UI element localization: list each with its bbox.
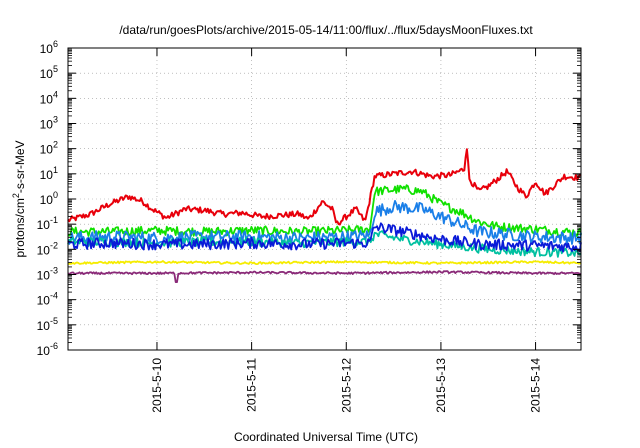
y-tick-label: 10-5 <box>37 316 58 333</box>
series-layer <box>67 148 582 284</box>
y-tick-label: 106 <box>40 39 58 56</box>
y-tick-label: 104 <box>40 89 58 106</box>
series-line <box>67 270 582 284</box>
y-tick-label: 105 <box>40 64 58 81</box>
x-tick-labels: 2015-5-10 2015-5-11 2015-5-12 2015-5-13 2015… <box>150 358 543 413</box>
x-tick-label: 2015-5-12 <box>339 358 353 413</box>
chart-title: /data/run/goesPlots/archive/2015-05-14/1… <box>119 23 533 37</box>
series-line <box>67 260 582 266</box>
series-line <box>67 199 582 245</box>
y-axis-label: protons/cm2-s-sr-MeV <box>11 140 27 257</box>
series-line <box>67 184 582 238</box>
ticks <box>68 47 581 351</box>
y-tick-label: 10-1 <box>37 215 58 232</box>
x-tick-label: 2015-5-14 <box>529 358 543 413</box>
series-line <box>67 222 582 253</box>
x-tick-label: 2015-5-13 <box>434 358 448 413</box>
series-line <box>67 148 582 226</box>
y-tick-label: 10-2 <box>37 240 58 257</box>
x-axis-label: Coordinated Universal Time (UTC) <box>234 430 418 444</box>
y-tick-label: 100 <box>40 190 58 207</box>
y-tick-label: 102 <box>40 140 58 157</box>
x-tick-label: 2015-5-10 <box>150 358 164 413</box>
x-tick-label: 2015-5-11 <box>245 358 259 412</box>
y-tick-labels: 106 105 104 103 102 101 100 10-1 10-2 10-3 10-4 10-… <box>37 39 58 358</box>
y-tick-label: 10-4 <box>37 291 58 308</box>
y-tick-label: 10-3 <box>37 266 58 283</box>
y-tick-label: 101 <box>40 165 58 182</box>
y-tick-label: 103 <box>40 115 58 132</box>
y-tick-label: 10-6 <box>37 341 58 358</box>
